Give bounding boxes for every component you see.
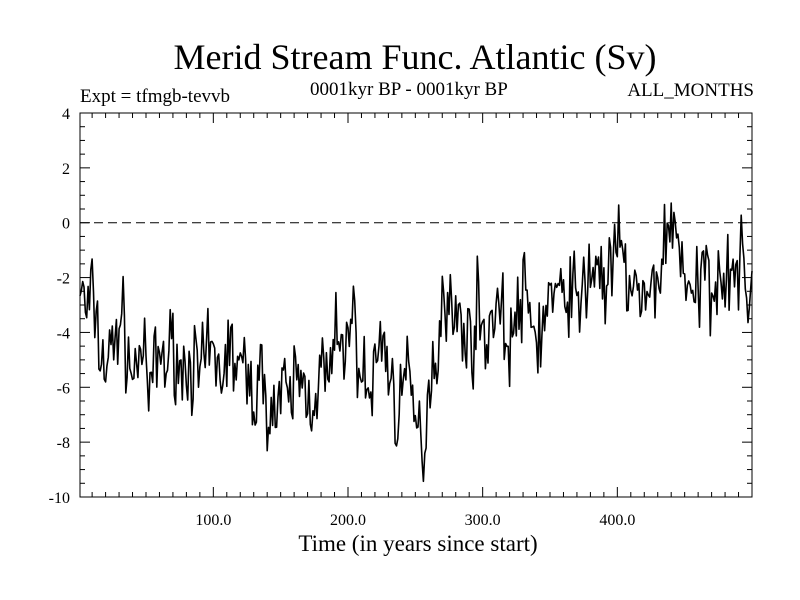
y-tick-label: 4: [62, 106, 70, 123]
plot-frame: [79, 112, 753, 498]
x-axis-label: Time (in years since start): [298, 531, 538, 556]
x-tick-label: 400.0: [599, 512, 635, 529]
period-label: 0001kyr BP - 0001kyr BP: [310, 79, 508, 100]
y-tick-label: 0: [62, 216, 70, 233]
axis-tick-labels: 100.0 200.0 300.0 400.0 -10 -8 -6 -4 -2 0 2 4: [49, 106, 636, 529]
experiment-label: Expt = tfmgb-tevvb: [80, 86, 231, 107]
y-tick-label: 2: [62, 161, 70, 178]
y-tick-label: -6: [57, 380, 70, 397]
months-label: ALL_MONTHS: [627, 80, 754, 101]
series-line: [79, 202, 753, 483]
chart-title: Merid Stream Func. Atlantic (Sv): [173, 37, 657, 77]
x-tick-label: 300.0: [465, 512, 501, 529]
y-tick-label: -8: [57, 435, 70, 452]
axis-ticks: [80, 112, 752, 498]
x-tick-label: 200.0: [330, 512, 366, 529]
y-tick-label: -2: [57, 271, 70, 288]
x-tick-label: 100.0: [195, 512, 231, 529]
y-tick-label: -4: [57, 325, 70, 342]
y-tick-label: -10: [49, 490, 70, 507]
